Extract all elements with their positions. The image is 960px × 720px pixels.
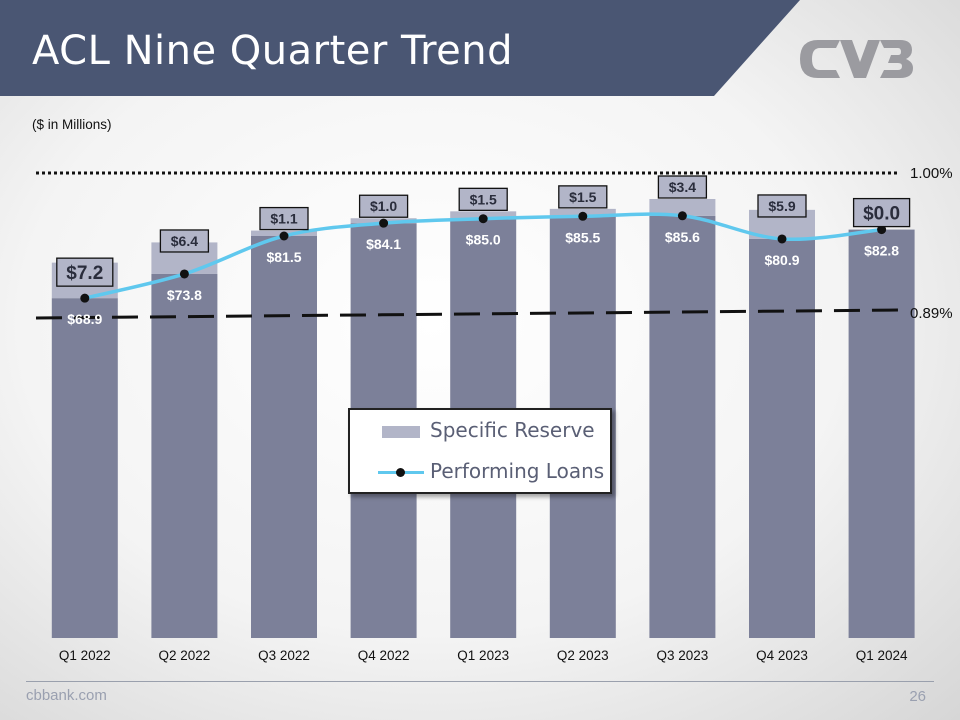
chart-subtitle: ($ in Millions) <box>32 117 112 132</box>
legend-swatch-bar <box>382 426 420 438</box>
performing-loans-point <box>777 234 787 244</box>
specific-reserve-data-label: $7.2 <box>66 263 103 284</box>
page-number: 26 <box>909 688 926 705</box>
specific-reserve-label-box <box>558 185 608 209</box>
specific-reserve-data-label: $3.4 <box>669 179 696 195</box>
performing-loans-point <box>677 211 687 221</box>
performing-loans-point <box>80 293 90 303</box>
performing-loans-point <box>279 231 289 241</box>
reference-line-0-89 <box>35 308 901 320</box>
specific-reserve-data-label: $1.1 <box>270 211 297 227</box>
specific-reserve-label-box <box>852 197 911 228</box>
specific-reserve-data-label: $1.5 <box>569 189 596 205</box>
specific-reserve-data-label: $6.4 <box>171 233 198 249</box>
specific-reserve-data-label: $5.9 <box>768 198 795 214</box>
header-band <box>0 0 800 96</box>
specific-reserve-label-box <box>657 175 708 199</box>
x-axis-tick-label: Q3 2023 <box>657 648 709 663</box>
legend-item-performing-loans: Performing Loans <box>350 459 610 485</box>
performing-loans-data-label: $85.0 <box>466 232 501 248</box>
cvb-logo <box>800 40 913 78</box>
specific-reserve-label-box <box>56 257 114 287</box>
x-axis-tick-label: Q4 2022 <box>358 648 410 663</box>
bar-performing-loans <box>251 236 317 638</box>
performing-loans-data-label: $68.9 <box>67 311 102 327</box>
performing-loans-data-label: $85.6 <box>665 229 700 245</box>
slide-title: ACL Nine Quarter Trend <box>32 28 514 74</box>
performing-loans-data-label: $73.8 <box>167 287 202 303</box>
bar-performing-loans <box>649 215 716 639</box>
x-axis-tick-label: Q3 2022 <box>258 648 310 663</box>
performing-loans-data-label: $80.9 <box>764 252 799 268</box>
legend-label: Performing Loans <box>430 459 605 483</box>
bar-performing-loans <box>848 229 915 638</box>
chart-legend: Specific Reserve Performing Loans <box>348 408 612 494</box>
footer-url: cbbank.com <box>26 687 107 704</box>
specific-reserve-label-box <box>757 194 807 218</box>
bar-specific-reserve <box>649 199 716 216</box>
performing-loans-point <box>877 225 887 235</box>
performing-loans-point <box>379 218 389 228</box>
x-axis-tick-label: Q1 2022 <box>59 648 111 663</box>
legend-label: Specific Reserve <box>430 418 595 442</box>
reference-label-0-89: 0.89% <box>910 305 953 322</box>
specific-reserve-data-label: $1.5 <box>470 191 497 207</box>
specific-reserve-data-label: $1.0 <box>370 198 397 214</box>
performing-loans-data-label: $84.1 <box>366 236 401 252</box>
x-axis-tick-label: Q1 2024 <box>856 648 908 663</box>
bar-performing-loans <box>749 238 815 638</box>
x-axis-tick-label: Q1 2023 <box>457 648 509 663</box>
performing-loans-data-label: $82.8 <box>864 243 899 259</box>
x-axis-tick-label: Q4 2023 <box>756 648 808 663</box>
specific-reserve-label-box <box>159 229 210 253</box>
specific-reserve-data-label: $0.0 <box>863 204 900 225</box>
specific-reserve-label-box <box>259 206 309 231</box>
performing-loans-data-label: $81.5 <box>266 249 301 265</box>
performing-loans-point <box>578 211 588 221</box>
legend-item-specific-reserve: Specific Reserve <box>350 418 610 444</box>
specific-reserve-label-box <box>358 194 409 218</box>
reference-label-1-00: 1.00% <box>910 165 953 182</box>
legend-marker <box>396 468 405 477</box>
footer-divider <box>26 681 934 682</box>
performing-loans-data-label: $85.5 <box>565 229 600 245</box>
x-axis-tick-label: Q2 2022 <box>159 648 211 663</box>
performing-loans-point <box>179 269 189 279</box>
performing-loans-point <box>478 214 488 224</box>
bar-performing-loans <box>151 273 218 638</box>
specific-reserve-label-box <box>458 187 508 211</box>
bar-performing-loans <box>51 298 118 638</box>
x-axis-tick-label: Q2 2023 <box>557 648 609 663</box>
